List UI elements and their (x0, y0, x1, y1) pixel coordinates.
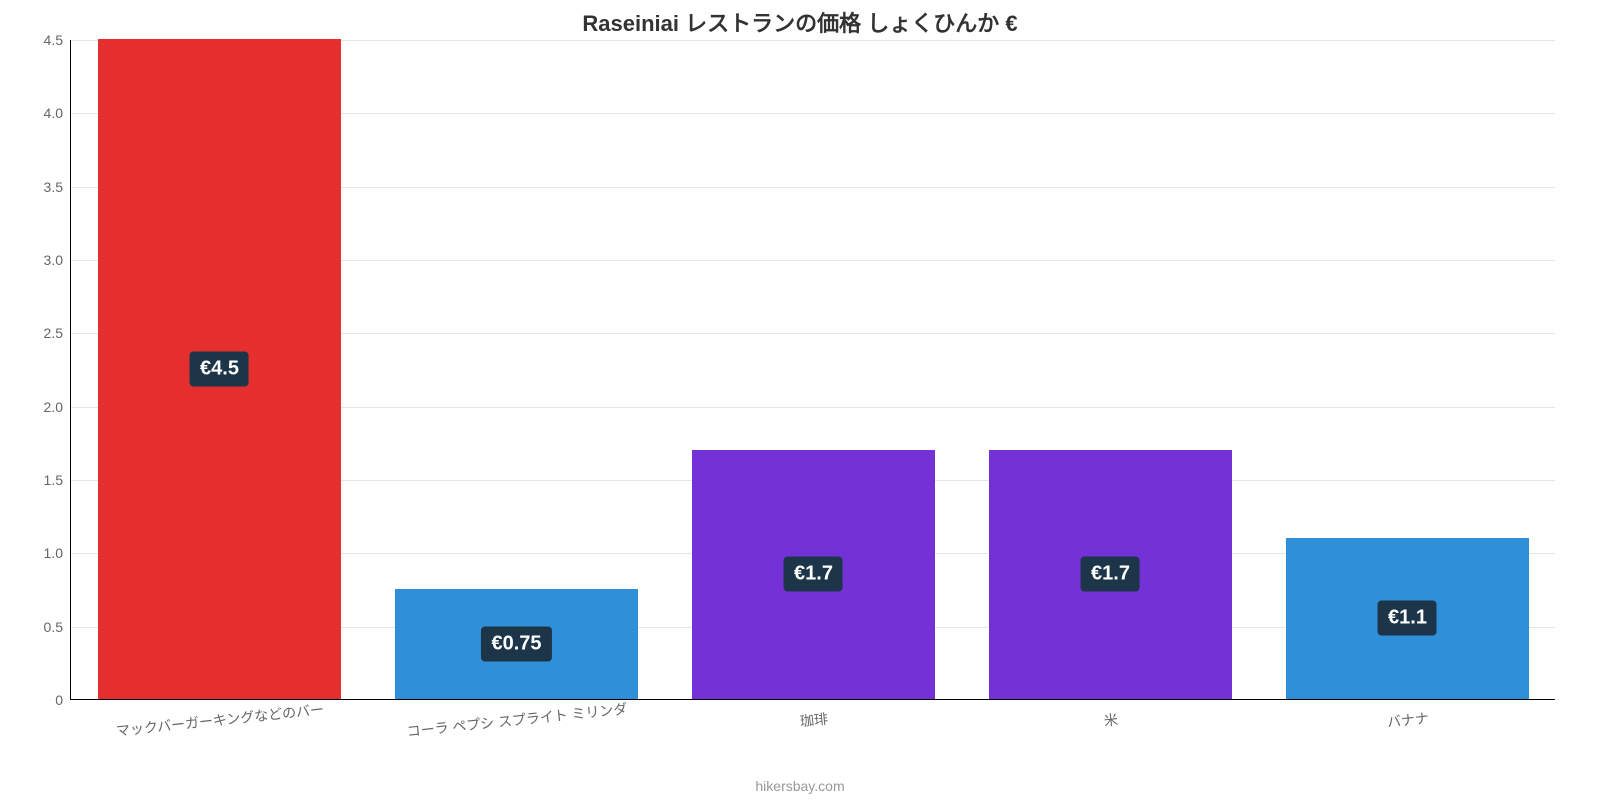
y-tick-label: 1.5 (44, 472, 71, 488)
value-badge: €1.1 (1378, 601, 1437, 636)
value-badge: €4.5 (190, 352, 249, 387)
bar: €1.1 (1286, 538, 1530, 699)
y-tick-label: 4.5 (44, 32, 71, 48)
bar: €1.7 (692, 450, 936, 699)
chart-title: Raseiniai レストランの価格 しょくひんか € (0, 6, 1600, 38)
x-axis-label: マックバーガーキングなどのバー (115, 699, 325, 741)
value-badge: €1.7 (784, 557, 843, 592)
chart-container: Raseiniai レストランの価格 しょくひんか € 00.51.01.52.… (0, 0, 1600, 800)
credit-text: hikersbay.com (0, 778, 1600, 794)
y-tick-label: 2.0 (44, 399, 71, 415)
y-tick-label: 1.0 (44, 545, 71, 561)
y-tick-label: 2.5 (44, 325, 71, 341)
x-axis-label: 米 (1102, 709, 1118, 730)
x-axis-label: バナナ (1386, 708, 1430, 732)
x-axis-label: コーラ ペプシ スプライト ミリンダ (405, 698, 628, 741)
plot-area: 00.51.01.52.02.53.03.54.04.5€4.5マックバーガーキ… (70, 40, 1555, 700)
value-badge: €0.75 (481, 627, 551, 662)
y-tick-label: 4.0 (44, 105, 71, 121)
y-tick-label: 0 (55, 692, 71, 708)
y-tick-label: 0.5 (44, 619, 71, 635)
bar: €0.75 (395, 589, 639, 699)
y-tick-label: 3.0 (44, 252, 71, 268)
bar: €1.7 (989, 450, 1233, 699)
value-badge: €1.7 (1081, 557, 1140, 592)
x-axis-label: 珈琲 (799, 709, 829, 732)
y-tick-label: 3.5 (44, 179, 71, 195)
bar: €4.5 (98, 39, 342, 699)
